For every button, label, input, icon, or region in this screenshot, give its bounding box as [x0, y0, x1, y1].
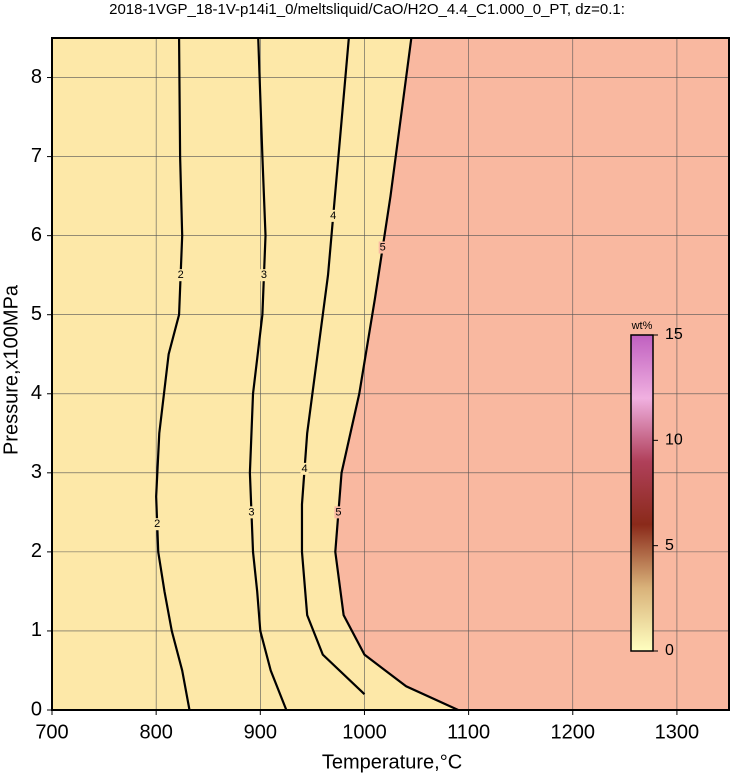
contour-label-bg: [176, 269, 185, 282]
y-axis-label: Pressure,x100MPa: [0, 284, 22, 455]
y-tick-label: 8: [31, 66, 42, 88]
x-tick-label: 700: [35, 721, 68, 743]
x-tick-label: 1300: [655, 721, 700, 743]
colorbar-tick-label: 10: [665, 432, 683, 449]
contour-line: [155, 38, 191, 710]
y-tick-label: 2: [31, 540, 42, 562]
x-tick-label: 1100: [447, 721, 490, 743]
contour-label: 5: [380, 241, 386, 253]
plot-frame: [51, 37, 730, 711]
y-tick-label: 1: [31, 619, 42, 641]
contour-label-bg: [334, 506, 343, 519]
colorbar-tick-label: 0: [665, 642, 674, 659]
colorbar-tick-label: 15: [665, 326, 683, 343]
x-axis-label: Temperature,°C: [322, 751, 462, 773]
plot-area: 2 2 3 3 4 4 5 5: [52, 38, 729, 710]
contour-label-bg: [153, 518, 162, 531]
contour-label: 2: [154, 518, 160, 530]
x-tick-label: 1200: [551, 721, 596, 743]
y-tick-label: 7: [31, 145, 42, 167]
y-tick-label: 5: [31, 303, 42, 325]
contour-label-bg: [247, 506, 256, 519]
contour-label-bg: [259, 269, 268, 282]
contour-label: 4: [302, 463, 308, 475]
chart-title: 2018-1VGP_18-1V-p14i1_0/meltsliquid/CaO/…: [109, 1, 625, 18]
contour-label-bg: [378, 241, 387, 254]
contour-label: 5: [335, 506, 341, 518]
y-tick-label: 6: [31, 224, 42, 246]
contour-label: 4: [330, 210, 336, 222]
contour-label: 3: [261, 269, 267, 281]
x-tick-label: 900: [244, 721, 277, 743]
contour-line: [248, 38, 288, 710]
contour-label: 2: [178, 269, 184, 281]
colorbar-tick-label: 5: [665, 537, 674, 554]
contour-label: 3: [248, 506, 254, 518]
x-tick-label: 1000: [342, 721, 387, 743]
colorbar: [630, 334, 654, 652]
y-tick-label: 4: [31, 382, 42, 404]
contour-label-bg: [300, 462, 309, 475]
colorbar-label: wt%: [631, 320, 653, 332]
contour-label-bg: [329, 209, 338, 222]
x-tick-label: 800: [139, 721, 172, 743]
y-tick-label: 0: [31, 698, 42, 720]
y-tick-label: 3: [31, 461, 42, 483]
